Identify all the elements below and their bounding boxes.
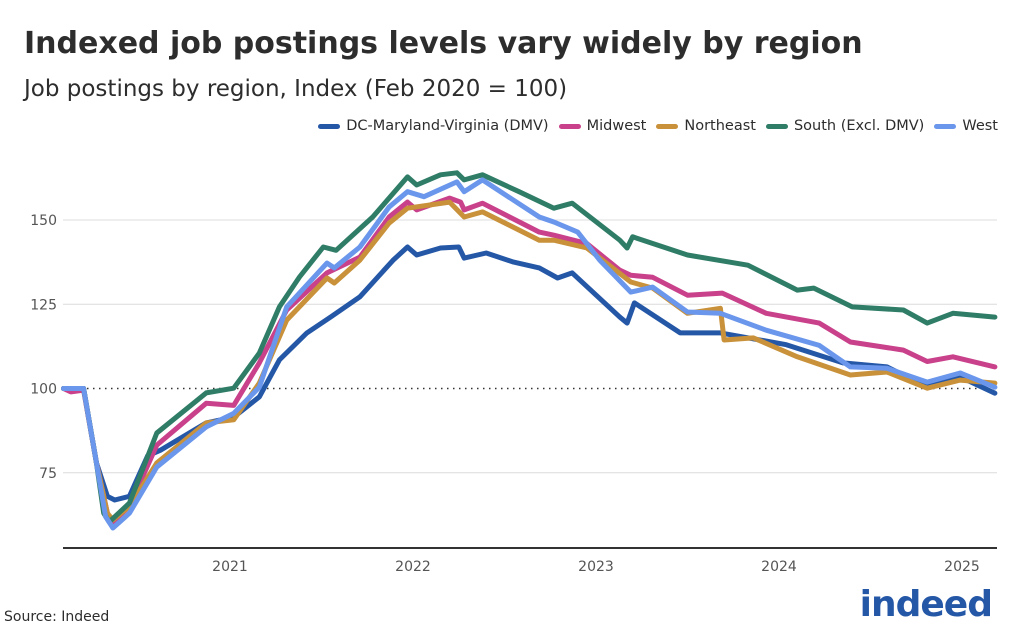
x-tick-label: 2022 [395,559,431,575]
legend-item-south: South (Excl. DMV) [765,118,925,134]
legend-swatch [765,123,788,129]
indeed-logo: indeed [859,584,993,625]
legend-label: DC-Maryland-Virginia (DMV) [346,118,549,134]
legend-label: West [962,118,998,134]
legend-swatch [318,123,341,129]
legend-swatch [558,123,581,129]
chart-title: Indexed job postings levels vary widely … [24,26,863,61]
series-line-south-excl-dmv [61,170,998,525]
series-line-northeast [61,199,998,523]
y-tick-label: 75 [39,466,57,482]
source-note: Source: Indeed [4,609,110,625]
x-tick-label: 2021 [212,559,248,575]
series-line-west [61,177,998,531]
legend-swatch [656,123,679,129]
chart-subtitle: Job postings by region, Index (Feb 2020 … [24,76,568,102]
y-tick-label: 125 [30,297,57,313]
x-tick-label: 2024 [761,559,797,575]
legend-item-dmv: DC-Maryland-Virginia (DMV) [318,118,549,134]
legend-item-midwest: Midwest [558,118,647,134]
legend-item-northeast: Northeast [656,118,756,134]
legend: DC-Maryland-Virginia (DMV) Midwest North… [318,118,998,134]
y-tick-label: 150 [30,213,57,229]
legend-label: Midwest [586,118,647,134]
legend-swatch [934,123,957,129]
x-tick-label: 2025 [944,559,980,575]
y-tick-label: 100 [30,382,57,398]
legend-label: Northeast [684,118,756,134]
x-tick-label: 2023 [578,559,614,575]
legend-label: South (Excl. DMV) [793,118,925,134]
legend-item-west: West [934,118,998,134]
